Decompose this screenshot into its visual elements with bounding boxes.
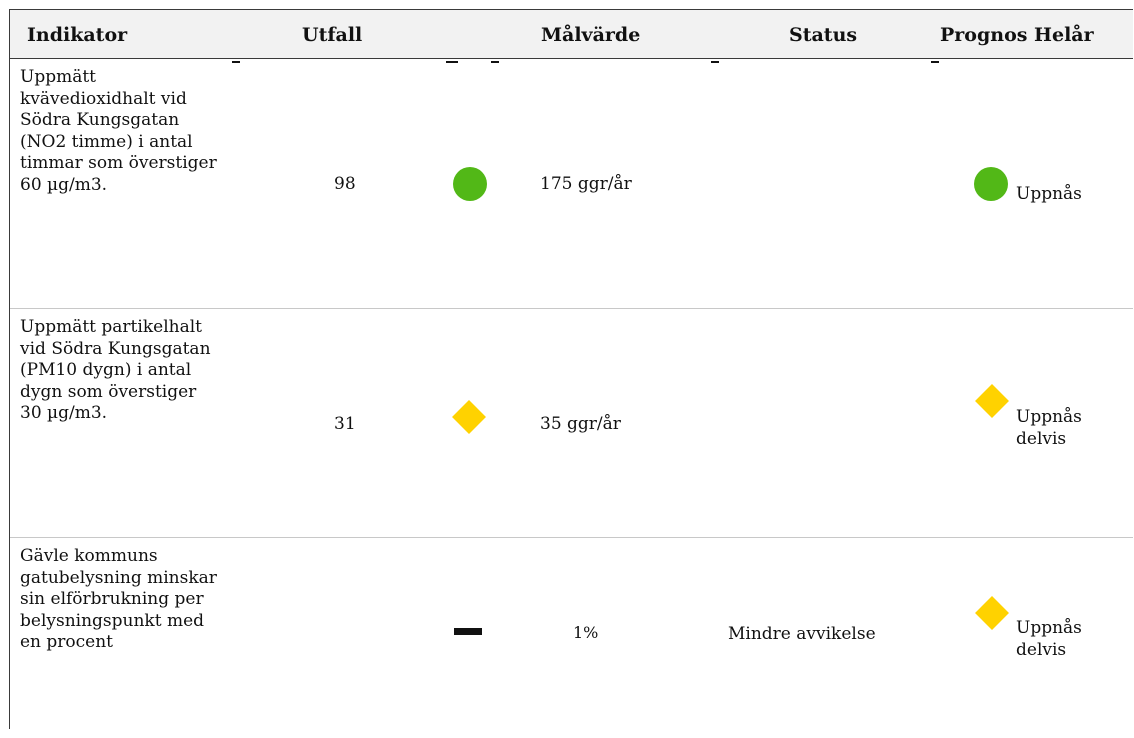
indicator-text: Gävle kommuns gatubelysning minskar sin … [20,546,217,652]
table-row: Uppmätt partikelhalt vid Södra Kungsgata… [10,309,1133,538]
indicator-table: Indikator Utfall Målvärde Status Prognos… [9,9,1133,729]
header-tick [491,61,499,63]
header-tick [232,61,240,63]
header-status: Status [789,24,858,46]
table-row: Gävle kommuns gatubelysning minskar sin … [10,538,1133,738]
indicator-text: Uppmätt kvävedioxidhalt vid Södra Kungsg… [20,67,217,195]
status-text: Mindre avvikelse [728,624,876,644]
header-indikator: Indikator [27,24,128,46]
table-header: Indikator Utfall Målvärde Status Prognos… [10,10,1133,59]
status-dash-icon [454,628,482,635]
prognos-text: Uppnås delvis [1016,407,1082,449]
indicator-text: Uppmätt partikelhalt vid Södra Kungsgata… [20,317,211,423]
malvarde-value: 175 ggr/år [540,174,632,194]
header-malvarde: Målvärde [541,24,641,46]
status-green-circle-icon [453,167,487,201]
prognos-yellow-diamond-icon [975,384,1009,418]
prognos-text: Uppnås [1016,184,1082,204]
status-yellow-diamond-icon [452,400,486,434]
prognos-text: Uppnås delvis [1016,618,1082,660]
header-tick [446,61,458,63]
table-row: Uppmätt kvävedioxidhalt vid Södra Kungsg… [10,59,1133,309]
header-tick [711,61,719,63]
header-utfall: Utfall [302,24,363,46]
utfall-value: 98 [334,174,356,194]
utfall-value: 31 [334,414,356,434]
prognos-yellow-diamond-icon [975,596,1009,630]
header-tick [931,61,939,63]
malvarde-value: 35 ggr/år [540,414,621,434]
prognos-green-circle-icon [974,167,1008,201]
header-prognos-helar: Prognos Helår [940,24,1094,46]
malvarde-value: 1% [573,623,599,642]
